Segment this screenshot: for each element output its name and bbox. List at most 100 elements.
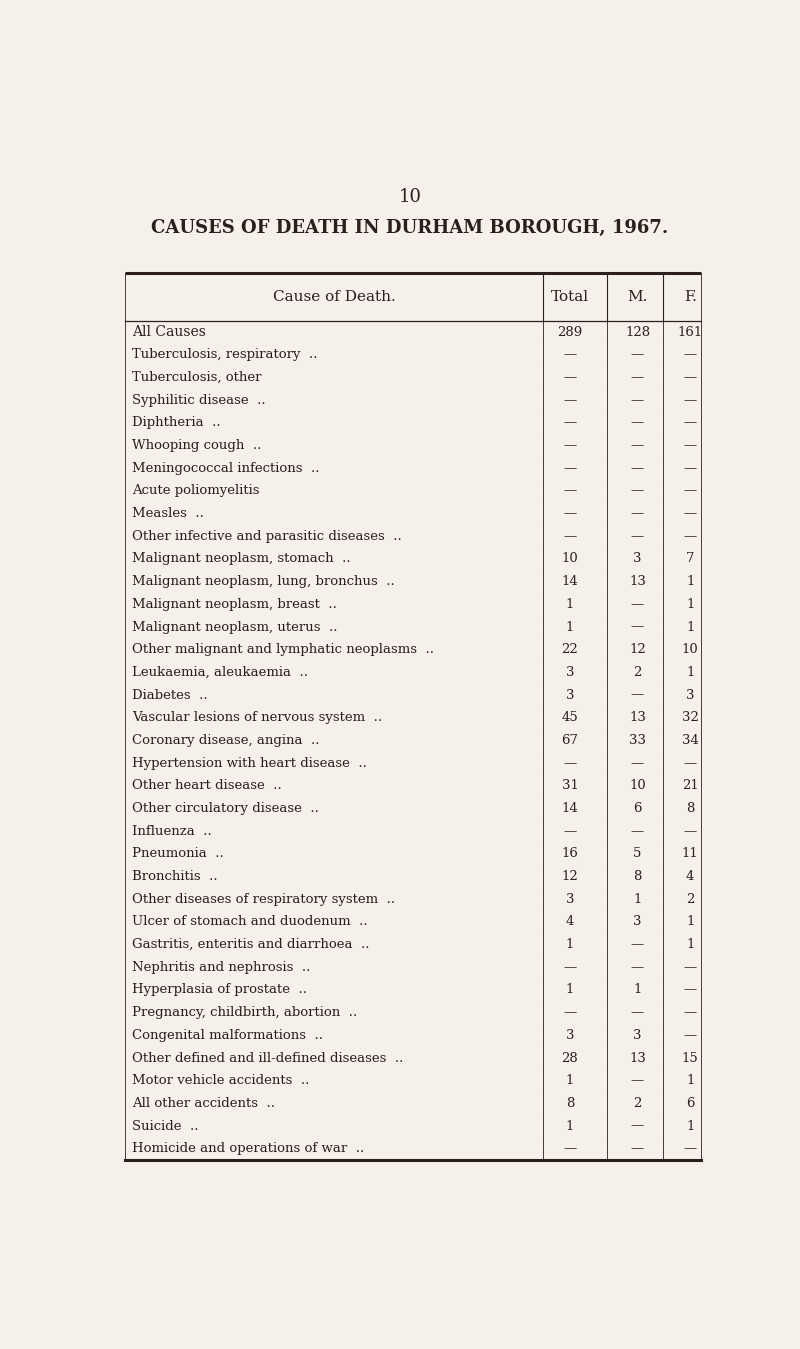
Text: Other infective and parasitic diseases  ..: Other infective and parasitic diseases .… xyxy=(132,530,402,542)
Text: —: — xyxy=(563,438,577,452)
Text: —: — xyxy=(563,417,577,429)
Text: —: — xyxy=(563,507,577,521)
Text: —: — xyxy=(684,960,697,974)
Text: Homicide and operations of war  ..: Homicide and operations of war .. xyxy=(132,1143,365,1155)
Text: 3: 3 xyxy=(634,553,642,565)
Text: Influenza  ..: Influenza .. xyxy=(132,824,212,838)
Text: Syphilitic disease  ..: Syphilitic disease .. xyxy=(132,394,266,406)
Text: 7: 7 xyxy=(686,553,694,565)
Text: M.: M. xyxy=(627,290,648,304)
Text: 1: 1 xyxy=(686,621,694,634)
Text: 34: 34 xyxy=(682,734,698,747)
Text: Congenital malformations  ..: Congenital malformations .. xyxy=(132,1029,323,1041)
Text: 3: 3 xyxy=(566,893,574,905)
Text: All Causes: All Causes xyxy=(132,325,206,339)
Text: —: — xyxy=(631,371,644,384)
Text: —: — xyxy=(684,1006,697,1018)
Text: 10: 10 xyxy=(629,780,646,792)
Text: —: — xyxy=(684,824,697,838)
Text: 1: 1 xyxy=(634,983,642,997)
Text: 16: 16 xyxy=(562,847,578,861)
Text: —: — xyxy=(631,394,644,406)
Text: —: — xyxy=(684,507,697,521)
Text: 4: 4 xyxy=(566,916,574,928)
Text: Whooping cough  ..: Whooping cough .. xyxy=(132,438,262,452)
Text: —: — xyxy=(684,983,697,997)
Text: 8: 8 xyxy=(566,1097,574,1110)
Text: 1: 1 xyxy=(686,938,694,951)
Text: —: — xyxy=(631,348,644,362)
Text: —: — xyxy=(631,1074,644,1087)
Text: 289: 289 xyxy=(558,325,582,339)
Text: —: — xyxy=(684,394,697,406)
Text: Other defined and ill-defined diseases  ..: Other defined and ill-defined diseases .… xyxy=(132,1051,404,1064)
Text: 2: 2 xyxy=(634,666,642,679)
Text: 8: 8 xyxy=(686,803,694,815)
Text: 13: 13 xyxy=(629,1051,646,1064)
Text: 14: 14 xyxy=(562,803,578,815)
Text: 1: 1 xyxy=(686,666,694,679)
Text: Bronchitis  ..: Bronchitis .. xyxy=(132,870,218,884)
Text: 2: 2 xyxy=(686,893,694,905)
Text: 2: 2 xyxy=(634,1097,642,1110)
Text: —: — xyxy=(684,757,697,770)
Text: —: — xyxy=(631,824,644,838)
Text: 12: 12 xyxy=(562,870,578,884)
Text: 10: 10 xyxy=(398,188,422,206)
Text: —: — xyxy=(684,348,697,362)
Text: 6: 6 xyxy=(634,803,642,815)
Text: Leukaemia, aleukaemia  ..: Leukaemia, aleukaemia .. xyxy=(132,666,308,679)
Text: —: — xyxy=(631,688,644,701)
Text: —: — xyxy=(631,507,644,521)
Text: —: — xyxy=(631,1120,644,1133)
Text: 45: 45 xyxy=(562,711,578,724)
Text: —: — xyxy=(684,1143,697,1155)
Text: 13: 13 xyxy=(629,575,646,588)
Text: 1: 1 xyxy=(686,916,694,928)
Text: —: — xyxy=(631,621,644,634)
Text: —: — xyxy=(563,960,577,974)
Text: 3: 3 xyxy=(566,1029,574,1041)
Text: 1: 1 xyxy=(566,1120,574,1133)
Text: Gastritis, enteritis and diarrhoea  ..: Gastritis, enteritis and diarrhoea .. xyxy=(132,938,370,951)
Text: Other malignant and lymphatic neoplasms  ..: Other malignant and lymphatic neoplasms … xyxy=(132,643,434,656)
Text: —: — xyxy=(563,348,577,362)
Text: —: — xyxy=(631,598,644,611)
Text: 3: 3 xyxy=(566,666,574,679)
Text: —: — xyxy=(684,371,697,384)
Text: 1: 1 xyxy=(566,1074,574,1087)
Text: —: — xyxy=(563,757,577,770)
Text: —: — xyxy=(563,1143,577,1155)
Text: Pregnancy, childbirth, abortion  ..: Pregnancy, childbirth, abortion .. xyxy=(132,1006,358,1018)
Text: —: — xyxy=(631,438,644,452)
Text: —: — xyxy=(684,438,697,452)
Text: 1: 1 xyxy=(566,621,574,634)
Text: Diphtheria  ..: Diphtheria .. xyxy=(132,417,221,429)
Text: —: — xyxy=(684,417,697,429)
Text: CAUSES OF DEATH IN DURHAM BOROUGH, 1967.: CAUSES OF DEATH IN DURHAM BOROUGH, 1967. xyxy=(151,219,669,237)
Text: Vascular lesions of nervous system  ..: Vascular lesions of nervous system .. xyxy=(132,711,382,724)
Text: 6: 6 xyxy=(686,1097,694,1110)
Text: —: — xyxy=(684,530,697,542)
Text: Meningococcal infections  ..: Meningococcal infections .. xyxy=(132,461,320,475)
Text: Measles  ..: Measles .. xyxy=(132,507,204,521)
Text: —: — xyxy=(563,484,577,498)
Text: Malignant neoplasm, uterus  ..: Malignant neoplasm, uterus .. xyxy=(132,621,338,634)
Text: Motor vehicle accidents  ..: Motor vehicle accidents .. xyxy=(132,1074,310,1087)
Text: Suicide  ..: Suicide .. xyxy=(132,1120,198,1133)
Text: Tuberculosis, respiratory  ..: Tuberculosis, respiratory .. xyxy=(132,348,318,362)
Text: —: — xyxy=(563,461,577,475)
Text: Malignant neoplasm, stomach  ..: Malignant neoplasm, stomach .. xyxy=(132,553,351,565)
Text: 32: 32 xyxy=(682,711,698,724)
Text: Other diseases of respiratory system  ..: Other diseases of respiratory system .. xyxy=(132,893,395,905)
Text: 14: 14 xyxy=(562,575,578,588)
Text: —: — xyxy=(563,824,577,838)
Text: Cause of Death.: Cause of Death. xyxy=(273,290,395,304)
Text: 1: 1 xyxy=(634,893,642,905)
Text: 67: 67 xyxy=(562,734,578,747)
Text: 10: 10 xyxy=(562,553,578,565)
Text: 5: 5 xyxy=(634,847,642,861)
Text: 13: 13 xyxy=(629,711,646,724)
Text: —: — xyxy=(631,960,644,974)
Text: 161: 161 xyxy=(678,325,703,339)
